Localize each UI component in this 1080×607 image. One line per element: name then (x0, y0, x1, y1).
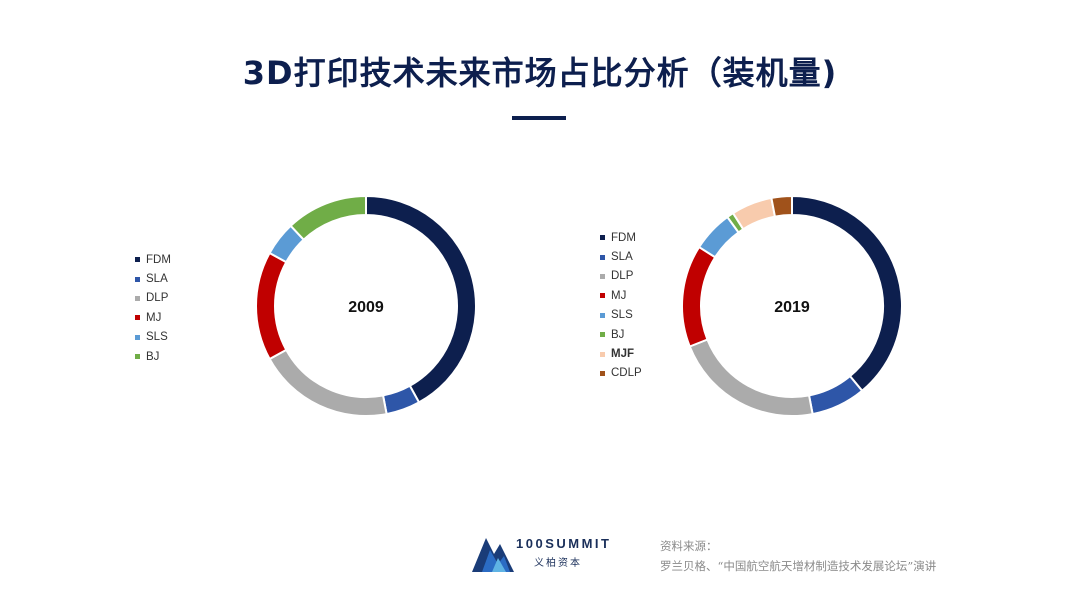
legend-label: SLA (146, 273, 168, 286)
legend-label: BJ (611, 328, 625, 341)
legend-label: CDLP (611, 367, 642, 380)
source-label: 资料来源： (660, 539, 718, 553)
legend-item-fdm: FDM (600, 228, 642, 247)
legend-item-mj: MJ (135, 308, 171, 327)
legend-2019: FDM SLA DLP MJ SLS BJ MJF CDLP (600, 228, 642, 383)
legend-item-sls: SLS (600, 306, 642, 325)
legend-swatch (600, 312, 605, 318)
donut-slice-dlp (688, 338, 814, 417)
title-underline (512, 116, 566, 120)
legend-item-sls: SLS (135, 328, 171, 347)
donut-slice-dlp (268, 348, 388, 417)
legend-swatch (600, 332, 605, 338)
legend-label: BJ (146, 350, 160, 363)
legend-item-bj: BJ (600, 325, 642, 344)
legend-item-sla: SLA (600, 247, 642, 266)
legend-item-fdm: FDM (135, 250, 171, 269)
donut-chart-2019: FDM SLA DLP MJ SLS BJ MJF CDLP 2019 (590, 180, 930, 430)
legend-label: SLS (146, 331, 168, 344)
legend-label: SLA (611, 251, 633, 264)
legend-label: DLP (611, 270, 634, 283)
donut-chart-2009: FDM SLA DLP MJ SLS BJ 2009 (130, 180, 510, 430)
legend-swatch (135, 257, 140, 263)
logo-subtitle: 义柏资本 (534, 558, 582, 569)
company-logo: 100SUMMIT 义柏资本 (470, 528, 630, 574)
donut-center-label: 2019 (774, 299, 810, 316)
source-note: 资料来源： 罗兰贝格、“中国航空航天增材制造技术发展论坛”演讲 (660, 536, 936, 576)
donut-slice-mjf (731, 196, 777, 231)
donut-slice-mj (255, 251, 288, 361)
legend-label: SLS (611, 309, 633, 322)
legend-swatch (135, 315, 140, 321)
legend-item-mjf: MJF (600, 344, 642, 363)
legend-swatch (600, 293, 605, 299)
donut-2009-svg: 2009 (255, 194, 477, 417)
legend-swatch (135, 354, 140, 360)
legend-swatch (135, 295, 140, 301)
legend-swatch (600, 351, 605, 357)
legend-swatch (600, 254, 605, 260)
donut-slice-bj (289, 194, 367, 242)
donut-slice-mj (681, 245, 717, 348)
legend-label: FDM (611, 231, 636, 244)
legend-label: FDM (146, 253, 171, 266)
mountain-logo-icon (472, 538, 514, 572)
legend-swatch (135, 276, 140, 282)
logo-name: 100SUMMIT (516, 536, 612, 551)
page-title: 3D打印技术未来市场占比分析（装机量) (242, 54, 838, 92)
legend-swatch (135, 334, 140, 340)
legend-item-dlp: DLP (600, 267, 642, 286)
donut-slice-fdm (791, 194, 903, 393)
legend-item-dlp: DLP (135, 289, 171, 308)
donut-slice-sla (807, 374, 864, 416)
legend-label: MJ (611, 289, 627, 302)
legend-label: DLP (146, 292, 169, 305)
legend-swatch (600, 370, 605, 376)
legend-item-cdlp: CDLP (600, 364, 642, 383)
donut-2019-svg: 2019 (681, 194, 903, 417)
legend-label: MJ (146, 311, 162, 324)
legend-label: MJF (611, 348, 634, 361)
legend-item-sla: SLA (135, 269, 171, 288)
donut-center-label: 2009 (348, 299, 384, 316)
legend-2009: FDM SLA DLP MJ SLS BJ (135, 250, 171, 366)
legend-swatch (600, 273, 605, 279)
donut-slice-cdlp (770, 194, 793, 218)
legend-swatch (600, 235, 605, 241)
legend-item-mj: MJ (600, 286, 642, 305)
legend-item-bj: BJ (135, 347, 171, 366)
source-text: 罗兰贝格、“中国航空航天增材制造技术发展论坛”演讲 (660, 559, 937, 573)
